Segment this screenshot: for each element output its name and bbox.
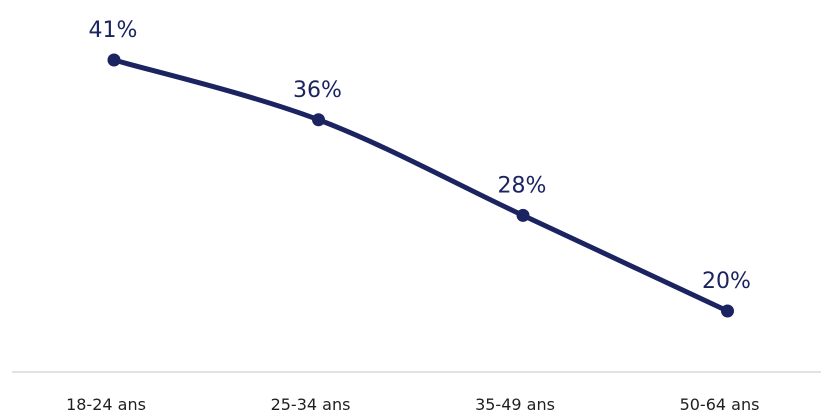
data-point-1 — [107, 53, 121, 67]
series-line — [111, 57, 730, 314]
data-point-3 — [516, 208, 530, 222]
x-tick-label-2: 25-34 ans — [271, 395, 351, 412]
data-label-2: 36% — [293, 78, 342, 103]
data-label-4: 20% — [702, 269, 751, 294]
data-point-2 — [312, 113, 325, 127]
data-point-4 — [721, 304, 734, 318]
x-tick-label-1: 18-24 ans — [66, 395, 146, 412]
x-tick-label-4: 50-64 ans — [680, 395, 760, 412]
data-label-1: 41% — [89, 18, 138, 43]
data-label-3: 28% — [498, 173, 547, 198]
x-tick-label-3: 35-49 ans — [475, 395, 555, 412]
